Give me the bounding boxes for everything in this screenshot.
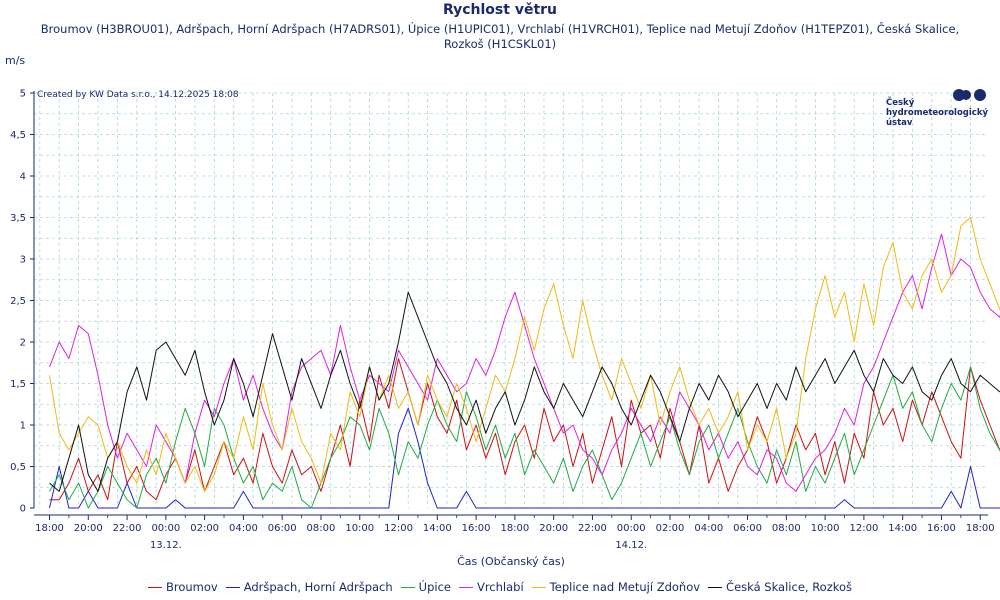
x-tick-label: 14:00 — [423, 523, 452, 534]
x-tick-label: 10:00 — [811, 523, 840, 534]
x-tick-label: 02:00 — [190, 523, 219, 534]
y-tick-label: 3,5 — [10, 213, 26, 224]
legend-swatch — [225, 587, 240, 588]
x-tick-label: 06:00 — [733, 523, 762, 534]
series-line-2 — [49, 407, 1000, 509]
x-tick-label: 04:00 — [229, 523, 258, 534]
series-layer — [49, 217, 1000, 509]
y-tick-label: 4 — [20, 172, 26, 183]
legend-swatch — [458, 587, 473, 588]
x-tick-label: 12:00 — [849, 523, 878, 534]
series-line-1 — [49, 358, 1000, 501]
x-tick-label: 18:00 — [966, 523, 995, 534]
legend-label: Česká Skalice, Rozkoš — [726, 580, 853, 594]
y-tick-label: 1 — [20, 421, 26, 432]
chart-subtitle: Broumov (H3BROU01), Adršpach, Horní Adrš… — [40, 22, 960, 51]
axes: 0 0,5 1 1,5 2 2,5 3 3,5 4 4,5 5 m/s 18:00 20:00 22:00 0… — [5, 54, 995, 568]
legend-label: Vrchlabí — [476, 580, 524, 594]
x-tick-label: 16:00 — [927, 523, 956, 534]
y-tick-label: 1,5 — [10, 379, 26, 390]
logo-dots-icon — [953, 89, 986, 101]
legend-label: Adršpach, Horní Adršpach — [243, 580, 393, 594]
y-tick-label: 0 — [20, 504, 26, 515]
x-tick-label: 08:00 — [307, 523, 336, 534]
x-tick-label: 06:00 — [268, 523, 297, 534]
legend-item-4[interactable]: Vrchlabí — [458, 580, 524, 594]
x-tick-label: 04:00 — [694, 523, 723, 534]
x-tick-label: 14:00 — [888, 523, 917, 534]
x-axis-label: Čas (Občanský čas) — [457, 555, 565, 568]
x-tick-label: 22:00 — [113, 523, 142, 534]
y-tick-label: 2,5 — [10, 296, 26, 307]
logo-line-1: Český — [886, 98, 915, 108]
x-tick-label: 18:00 — [500, 523, 529, 534]
x-tick-label: 00:00 — [617, 523, 646, 534]
y-tick-label: 4,5 — [10, 130, 26, 141]
chart-title: Rychlost větru — [442, 2, 558, 18]
legend-item-5[interactable]: Teplice nad Metují Zdoňov — [531, 580, 701, 594]
legend-item-2[interactable]: Adršpach, Horní Adršpach — [225, 580, 393, 594]
x-tick-label: 22:00 — [578, 523, 607, 534]
legend: Broumov Adršpach, Horní Adršpach Úpice Vrch… — [0, 580, 1000, 594]
x-tick-label: 18:00 — [35, 523, 64, 534]
x-tick-label: 08:00 — [772, 523, 801, 534]
legend-label: Broumov — [165, 580, 218, 594]
legend-swatch — [400, 587, 415, 588]
x-tick-label: 20:00 — [74, 523, 103, 534]
legend-item-1[interactable]: Broumov — [147, 580, 218, 594]
grid — [34, 92, 988, 508]
legend-swatch — [147, 587, 162, 588]
x-tick-label: 20:00 — [539, 523, 568, 534]
logo-line-2: hydrometeorologický — [886, 108, 989, 118]
y-tick-label: 3 — [20, 255, 26, 266]
legend-label: Úpice — [418, 580, 451, 594]
x-date-label: 13.12. — [150, 540, 182, 551]
x-tick-label: 02:00 — [656, 523, 685, 534]
x-tick-label: 12:00 — [384, 523, 413, 534]
series-line-3 — [49, 366, 1000, 509]
credit-text: Created by KW Data s.r.o., 14.12.2025 18… — [37, 90, 239, 100]
legend-swatch — [531, 587, 546, 588]
x-date-label: 14.12. — [615, 540, 647, 551]
series-line-6 — [49, 291, 1000, 492]
y-tick-label: 0,5 — [10, 462, 26, 473]
legend-swatch — [708, 587, 723, 588]
y-tick-label: 2 — [20, 338, 26, 349]
x-tick-label: 16:00 — [462, 523, 491, 534]
series-line-5 — [49, 217, 1000, 492]
legend-label: Teplice nad Metují Zdoňov — [549, 580, 701, 594]
y-axis-label: m/s — [5, 54, 25, 67]
y-tick-label: 5 — [20, 89, 26, 100]
x-tick-label: 00:00 — [151, 523, 180, 534]
legend-item-6[interactable]: Česká Skalice, Rozkoš — [708, 580, 852, 594]
x-tick-label: 10:00 — [345, 523, 374, 534]
logo-line-3: ústav — [886, 118, 913, 128]
legend-item-3[interactable]: Úpice — [400, 580, 451, 594]
